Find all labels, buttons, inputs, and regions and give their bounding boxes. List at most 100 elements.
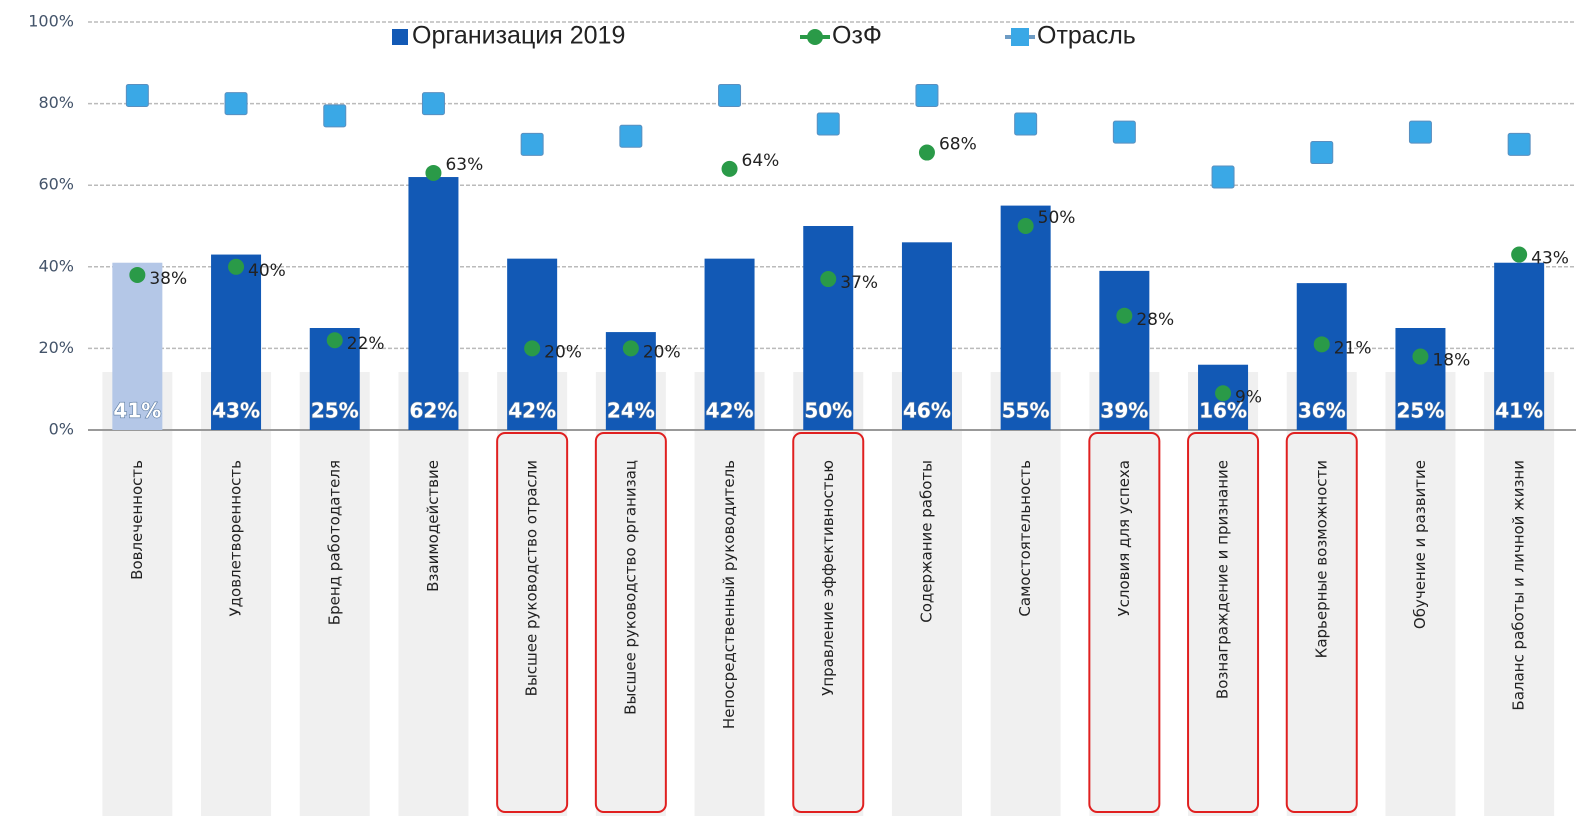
marker xyxy=(1215,385,1232,402)
bar xyxy=(1296,283,1347,430)
data-label: 21% xyxy=(1334,338,1372,358)
marker xyxy=(820,271,837,288)
x-tick-label: Высшее руководство организац xyxy=(621,460,639,715)
category-band xyxy=(102,372,173,816)
category-band xyxy=(497,372,568,816)
data-label: 38% xyxy=(149,269,187,289)
bar-label: 46% xyxy=(903,399,951,423)
legend-swatch xyxy=(807,29,823,45)
marker xyxy=(224,92,248,116)
legend-label: ОзФ xyxy=(832,22,882,50)
bar-label: 24% xyxy=(607,399,655,423)
marker xyxy=(228,258,245,275)
x-tick-label: Баланс работы и личной жизни xyxy=(1510,460,1528,711)
bar-label: 62% xyxy=(410,399,458,423)
y-tick-label: 80% xyxy=(38,93,74,112)
bar-label: 25% xyxy=(311,399,359,423)
x-tick-label: Управление эффективностью xyxy=(819,460,837,696)
bar-label: 42% xyxy=(508,399,556,423)
y-tick-label: 20% xyxy=(38,338,74,357)
category-band xyxy=(793,372,864,816)
marker xyxy=(425,164,442,181)
category-band xyxy=(398,372,469,816)
marker xyxy=(816,112,840,136)
category-band xyxy=(1484,372,1555,816)
data-label: 68% xyxy=(939,135,977,155)
bar xyxy=(1494,262,1545,430)
legend-label: Организация 2019 xyxy=(412,22,625,50)
bar xyxy=(901,242,952,430)
category-highlight xyxy=(496,432,569,813)
data-label: 20% xyxy=(643,342,681,362)
marker xyxy=(619,124,643,148)
category-band xyxy=(1385,372,1456,816)
marker xyxy=(918,144,935,161)
category-band xyxy=(201,372,272,816)
bar xyxy=(408,177,459,430)
bar-label: 42% xyxy=(706,399,754,423)
marker xyxy=(129,266,146,283)
x-tick-label: Вовлеченность xyxy=(128,460,146,580)
x-tick-label: Карьерные возможности xyxy=(1312,460,1330,658)
marker xyxy=(721,160,738,177)
marker xyxy=(718,83,742,107)
data-label: 20% xyxy=(544,342,582,362)
category-band xyxy=(299,372,370,816)
marker xyxy=(1310,141,1334,165)
data-label: 37% xyxy=(840,273,878,293)
bar-label: 43% xyxy=(212,399,260,423)
bar-label: 41% xyxy=(113,399,161,423)
marker xyxy=(524,340,541,357)
x-tick-label: Условия для успеха xyxy=(1115,460,1133,617)
marker xyxy=(915,83,939,107)
bar-label: 16% xyxy=(1199,399,1247,423)
category-band xyxy=(891,372,962,816)
data-label: 50% xyxy=(1038,208,1076,228)
x-tick-label: Удовлетворенность xyxy=(227,460,245,616)
bar xyxy=(112,262,163,430)
marker xyxy=(1511,246,1528,263)
data-label: 63% xyxy=(445,155,483,175)
bar xyxy=(1000,205,1051,430)
marker xyxy=(1112,120,1136,144)
marker xyxy=(1412,348,1429,365)
bar-label: 50% xyxy=(804,399,852,423)
bar xyxy=(803,226,854,430)
bar-label: 55% xyxy=(1002,399,1050,423)
marker xyxy=(1014,112,1038,136)
y-tick-label: 60% xyxy=(38,175,74,194)
marker xyxy=(1507,132,1531,156)
bar-label: 39% xyxy=(1100,399,1148,423)
y-tick-label: 40% xyxy=(38,256,74,275)
x-tick-label: Взаимодействие xyxy=(424,460,442,592)
marker xyxy=(1017,218,1034,234)
category-highlight xyxy=(1187,432,1260,813)
bar xyxy=(211,254,262,430)
marker xyxy=(1408,120,1432,144)
x-tick-label: Самостоятельность xyxy=(1016,460,1034,617)
x-tick-label: Непосредственный руководитель xyxy=(720,460,738,729)
category-highlight xyxy=(792,432,865,813)
data-label: 64% xyxy=(742,151,780,171)
marker xyxy=(326,332,343,349)
x-tick-label: Вознаграждение и признание xyxy=(1214,460,1232,699)
bar-label: 41% xyxy=(1495,399,1543,423)
bar xyxy=(704,258,755,430)
bar xyxy=(1099,270,1150,430)
data-label: 9% xyxy=(1235,387,1262,407)
x-tick-label: Обучение и развитие xyxy=(1411,460,1429,629)
x-tick-label: Высшее руководство отрасли xyxy=(523,460,541,696)
data-label: 28% xyxy=(1136,310,1174,330)
marker xyxy=(622,340,639,357)
category-highlight xyxy=(594,432,667,813)
legend-swatch xyxy=(1011,28,1029,46)
category-band xyxy=(1188,372,1259,816)
category-band xyxy=(595,372,666,816)
marker xyxy=(323,104,347,128)
bar-label: 36% xyxy=(1298,399,1346,423)
data-label: 40% xyxy=(248,261,286,281)
category-highlight xyxy=(1088,432,1161,813)
bar-label: 25% xyxy=(1397,399,1445,423)
legend-swatch xyxy=(392,29,408,45)
